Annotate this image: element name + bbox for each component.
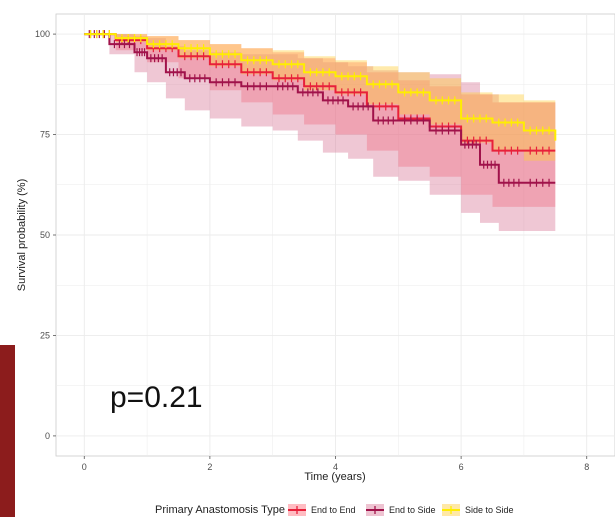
y-tick-label: 50 — [40, 230, 50, 240]
legend-label: End to Side — [389, 505, 436, 515]
confidence-band — [84, 34, 556, 207]
legend-item: End to End — [288, 504, 356, 516]
x-tick-label: 6 — [459, 462, 464, 472]
legend-item: Side to Side — [442, 504, 514, 516]
y-axis-title: Survival probability (%) — [16, 179, 28, 291]
legend-label: Side to Side — [465, 505, 514, 515]
x-axis-title: Time (years) — [304, 471, 365, 483]
survival-curve — [84, 33, 556, 184]
x-tick-label: 4 — [333, 462, 338, 472]
x-tick-label: 2 — [207, 462, 212, 472]
p-value-annotation: p=0.21 — [110, 381, 203, 414]
survival-curve — [84, 33, 557, 141]
y-tick-label: 75 — [40, 130, 50, 140]
y-tick-label: 0 — [45, 431, 50, 441]
survival-curves — [84, 30, 557, 187]
y-tick-label: 100 — [35, 29, 50, 39]
legend-label: End to End — [311, 505, 356, 515]
x-tick-label: 0 — [82, 462, 87, 472]
slide-accent-bar — [0, 345, 15, 517]
legend-item: End to Side — [366, 504, 436, 516]
legend-items: End to End End to Side Side to Side — [288, 504, 514, 516]
x-tick-label: 8 — [584, 462, 589, 472]
confidence-band — [84, 34, 556, 231]
tick-labels: 0 2 4 6 8 0 25 50 75 100 — [35, 29, 589, 472]
grid-layer — [56, 14, 615, 456]
legend-title: Primary Anastomosis Type — [155, 504, 285, 516]
y-tick-label: 25 — [40, 330, 50, 340]
legend: Primary Anastomosis Type End to End End t… — [155, 504, 514, 516]
